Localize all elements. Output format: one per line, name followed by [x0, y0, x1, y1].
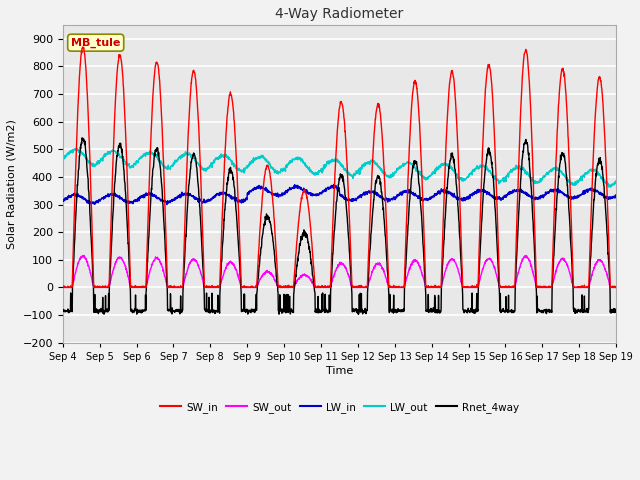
Y-axis label: Solar Radiation (W/m2): Solar Radiation (W/m2)	[7, 119, 17, 249]
X-axis label: Time: Time	[326, 366, 353, 376]
Legend: SW_in, SW_out, LW_in, LW_out, Rnet_4way: SW_in, SW_out, LW_in, LW_out, Rnet_4way	[156, 397, 523, 417]
Title: 4-Way Radiometer: 4-Way Radiometer	[275, 7, 404, 21]
Text: MB_tule: MB_tule	[71, 37, 120, 48]
